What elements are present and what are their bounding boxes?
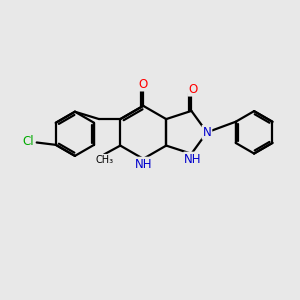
Text: O: O xyxy=(188,82,197,96)
Text: CH₃: CH₃ xyxy=(95,155,113,165)
Text: O: O xyxy=(139,77,148,91)
Text: NH: NH xyxy=(184,153,202,166)
Text: NH: NH xyxy=(135,158,153,171)
Text: Cl: Cl xyxy=(22,135,34,148)
Text: N: N xyxy=(202,126,211,139)
